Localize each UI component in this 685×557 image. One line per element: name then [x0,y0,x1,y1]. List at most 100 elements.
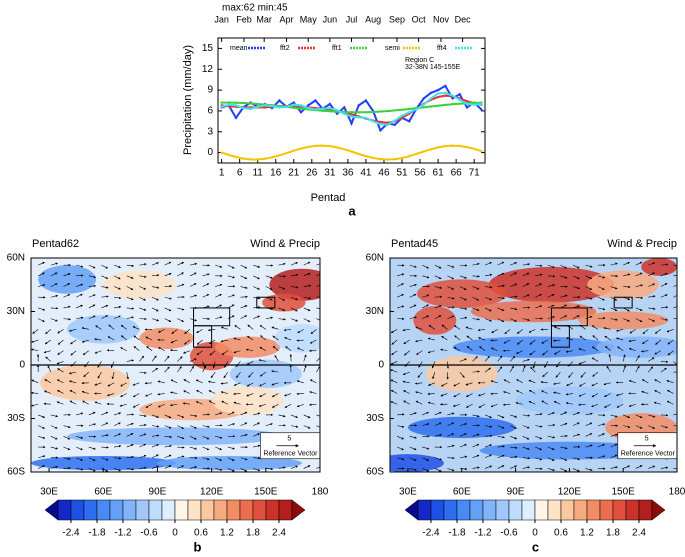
wind-vector [635,365,640,373]
wind-vector [196,389,203,394]
colorbar-box [96,499,111,521]
wind-vector [215,293,222,298]
wind-vector [591,393,599,398]
wind-vector [598,455,606,459]
colorbar-box [135,499,150,521]
wind-vector [76,264,84,268]
wind-vector [434,264,442,269]
wind-vector [164,272,172,277]
wind-vector [472,262,480,266]
wind-vector [63,457,71,461]
wind-vector [397,457,405,461]
wind-vector [459,286,467,290]
colorbar-box [187,499,202,521]
wind-vector [648,414,656,418]
wind-vector [541,400,548,405]
wind-vector [196,350,203,356]
wind-vector [434,422,442,426]
series-point [227,101,231,104]
wind-vector [604,393,611,397]
series-point [480,108,483,111]
wind-vector [43,350,51,354]
wind-vector [258,403,266,407]
series-point [400,114,404,117]
wind-vector [641,379,649,384]
wind-vector [553,391,561,394]
wind-vector [278,466,286,469]
wind-vector [114,457,122,460]
wind-vector [253,444,261,448]
wind-vector [76,446,83,451]
wind-vector [113,286,121,290]
wind-vector [50,294,59,298]
wind-vector [81,339,89,343]
colorbar-tick-label: -1.2 [474,528,492,539]
wind-vector [296,403,304,408]
wind-vector [215,412,223,416]
wind-vector [635,425,643,429]
colorbar-tick-label: 0.6 [194,528,208,539]
wind-vector [648,307,656,310]
wind-vector [409,304,417,309]
wind-vector [465,393,473,398]
wind-vector [83,371,90,378]
wind-vector [579,335,586,341]
wind-vector [126,316,134,319]
series-point [465,106,469,109]
wind-vector [215,436,223,439]
wind-vector [522,358,530,362]
wind-vector [278,414,286,418]
colorbar-box [534,499,549,521]
wind-vector [497,261,505,266]
series-point [408,111,411,114]
x-tick-label: 36 [342,168,354,179]
wind-vector [547,264,555,268]
region-box [550,325,570,348]
x-tick-label: 41 [360,168,372,179]
wind-vector [63,425,71,429]
wind-vector [565,401,574,405]
wind-vector [253,264,261,268]
wind-vector [628,380,636,384]
series-point [458,98,461,102]
series-point [314,108,317,111]
wind-vector [660,263,669,266]
wind-vector [484,367,491,373]
wind-vector [88,411,96,416]
wind-vector [535,436,543,440]
wind-vector [622,365,626,373]
wind-vector [260,335,267,341]
wind-vector [528,329,536,333]
wind-vector [69,400,77,405]
wind-vector [623,307,630,312]
wind-vector [309,391,317,394]
wind-vector [459,455,468,459]
wind-vector [510,262,518,266]
wind-vector [522,263,531,266]
wind-vector [503,391,511,394]
wind-vector [654,379,661,384]
wind-vector [472,296,480,301]
colorbar-box [83,499,98,521]
wind-vector [547,457,555,461]
wind-vector [434,468,442,472]
y-tick-label: 15 [202,43,214,54]
wind-vector [290,414,298,418]
wind-vector [189,414,198,417]
wind-vector [290,318,299,322]
wind-vector [610,262,618,266]
wind-vector [164,454,172,459]
reference-value: 5 [287,436,291,443]
colorbar-tick-label: 0.6 [554,528,568,539]
wind-vector [497,318,505,323]
wind-vector [427,382,435,386]
wind-vector [196,329,203,334]
wind-vector [580,371,586,378]
wind-vector [472,443,480,448]
x2-tick-label: Apr [280,14,294,24]
wind-vector [151,425,160,428]
wind-vector [497,366,503,373]
wind-vector [81,327,89,330]
wind-vector [120,382,127,387]
